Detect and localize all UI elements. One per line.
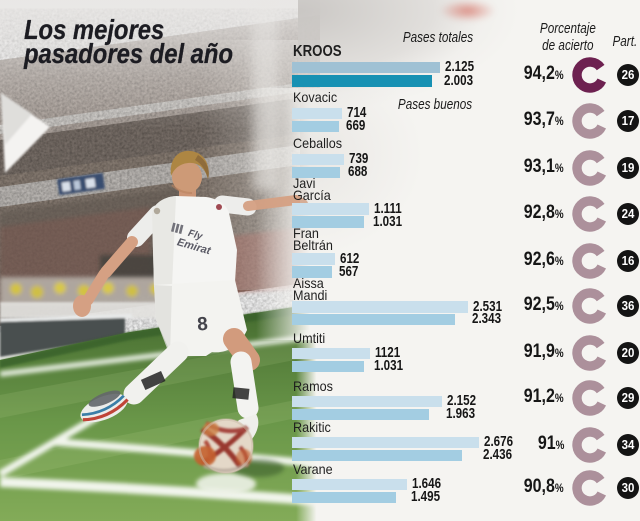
svg-text:Fly: Fly	[187, 228, 204, 243]
svg-text:8: 8	[196, 314, 208, 336]
